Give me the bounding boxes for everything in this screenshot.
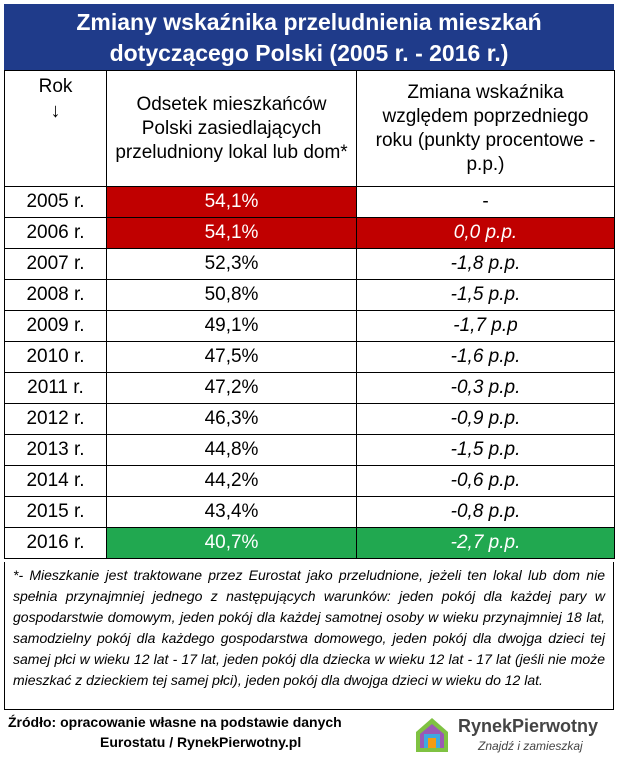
- header-year-label: Rok: [38, 76, 73, 97]
- cell-year: 2015 r.: [4, 496, 107, 528]
- cell-year: 2005 r.: [4, 186, 107, 218]
- logo-tagline: Znajdź i zamieszkaj: [478, 739, 583, 753]
- title-line-2: dotyczącego Polski (2005 r. - 2016 r.): [109, 40, 509, 66]
- cell-share: 44,2%: [106, 465, 357, 497]
- source-line-1: Źródło: opracowanie własne na podstawie …: [8, 714, 342, 730]
- table-row: 2010 r. 47,5% -1,6 p.p.: [4, 341, 615, 373]
- table-row: 2013 r. 44,8% -1,5 p.p.: [4, 434, 615, 466]
- cell-year: 2012 r.: [4, 403, 107, 435]
- table-row: 2012 r. 46,3% -0,9 p.p.: [4, 403, 615, 435]
- table-row: 2009 r. 49,1% -1,7 p.p: [4, 310, 615, 342]
- cell-change: -0,3 p.p.: [356, 372, 615, 404]
- cell-change: -0,6 p.p.: [356, 465, 615, 497]
- source-note: Źródło: opracowanie własne na podstawie …: [8, 712, 398, 752]
- table-body: 2005 r. 54,1% -2006 r. 54,1% 0,0 p.p. 2007 r.…: [4, 186, 615, 559]
- cell-share: 54,1%: [106, 186, 357, 218]
- logo: RynekPierwotny Znajdź i zamieszkaj: [412, 714, 614, 758]
- cell-year: 2007 r.: [4, 248, 107, 280]
- cell-change: -1,6 p.p.: [356, 341, 615, 373]
- cell-share: 44,8%: [106, 434, 357, 466]
- cell-change: 0,0 p.p.: [356, 217, 615, 249]
- table-row: 2006 r. 54,1% 0,0 p.p.: [4, 217, 615, 249]
- table-row: 2005 r. 54,1% -: [4, 186, 615, 218]
- header-change: Zmiana wskaźnika względem poprzedniego r…: [356, 70, 615, 187]
- data-table: Rok ↓ Odsetek mieszkańców Polski zasiedl…: [4, 70, 615, 559]
- cell-change: -1,5 p.p.: [356, 434, 615, 466]
- source-line-2: Eurostatu / RynekPierwotny.pl: [100, 734, 302, 750]
- header-share: Odsetek mieszkańców Polski zasiedlającyc…: [106, 70, 357, 187]
- cell-change: -1,5 p.p.: [356, 279, 615, 311]
- cell-change: -2,7 p.p.: [356, 527, 615, 559]
- cell-year: 2013 r.: [4, 434, 107, 466]
- cell-share: 40,7%: [106, 527, 357, 559]
- title-line-1: Zmiany wskaźnika przeludnienia mieszkań: [76, 9, 542, 35]
- cell-share: 54,1%: [106, 217, 357, 249]
- cell-year: 2006 r.: [4, 217, 107, 249]
- cell-year: 2011 r.: [4, 372, 107, 404]
- footnote: *- Mieszkanie jest traktowane przez Euro…: [4, 562, 614, 710]
- cell-share: 43,4%: [106, 496, 357, 528]
- cell-share: 47,2%: [106, 372, 357, 404]
- house-logo-icon: [416, 718, 448, 752]
- cell-year: 2008 r.: [4, 279, 107, 311]
- cell-share: 47,5%: [106, 341, 357, 373]
- page-title: Zmiany wskaźnika przeludnienia mieszkań …: [4, 4, 614, 70]
- cell-share: 50,8%: [106, 279, 357, 311]
- cell-year: 2010 r.: [4, 341, 107, 373]
- cell-change: -0,9 p.p.: [356, 403, 615, 435]
- table-row: 2016 r. 40,7% -2,7 p.p.: [4, 527, 615, 559]
- cell-share: 46,3%: [106, 403, 357, 435]
- table-row: 2007 r. 52,3% -1,8 p.p.: [4, 248, 615, 280]
- table-row: 2011 r. 47,2% -0,3 p.p.: [4, 372, 615, 404]
- header-year: Rok ↓: [4, 70, 107, 187]
- table-row: 2014 r. 44,2% -0,6 p.p.: [4, 465, 615, 497]
- cell-year: 2009 r.: [4, 310, 107, 342]
- cell-share: 52,3%: [106, 248, 357, 280]
- cell-year: 2016 r.: [4, 527, 107, 559]
- logo-name: RynekPierwotny: [458, 716, 599, 736]
- cell-change: -: [356, 186, 615, 218]
- cell-year: 2014 r.: [4, 465, 107, 497]
- table-row: 2015 r. 43,4% -0,8 p.p.: [4, 496, 615, 528]
- table-header-row: Rok ↓ Odsetek mieszkańców Polski zasiedl…: [4, 70, 615, 187]
- cell-change: -0,8 p.p.: [356, 496, 615, 528]
- arrow-down-icon: ↓: [50, 100, 61, 122]
- cell-change: -1,7 p.p: [356, 310, 615, 342]
- table-row: 2008 r. 50,8% -1,5 p.p.: [4, 279, 615, 311]
- cell-share: 49,1%: [106, 310, 357, 342]
- cell-change: -1,8 p.p.: [356, 248, 615, 280]
